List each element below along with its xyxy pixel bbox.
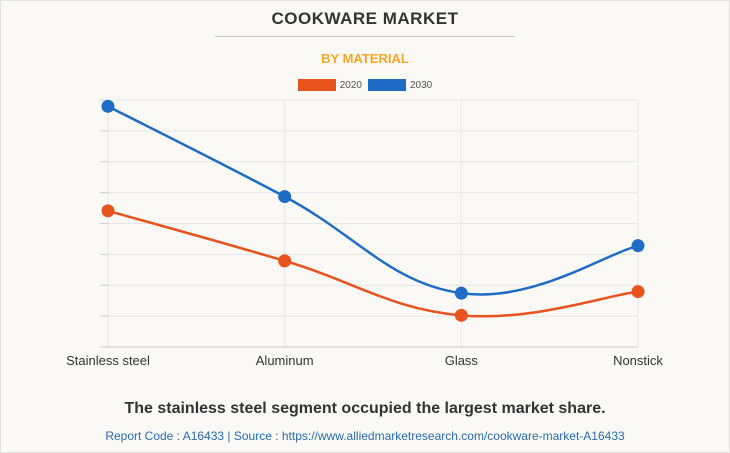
data-point-2030	[631, 239, 645, 253]
legend-swatch-2030	[368, 79, 406, 91]
legend-label-2020: 2020	[339, 79, 362, 91]
chart-caption: The stainless steel segment occupied the…	[124, 400, 606, 417]
series-line-2020	[107, 209, 639, 318]
legend-swatch-2020	[297, 79, 336, 91]
legend: 2020 2030	[0, 79, 730, 91]
source-line[interactable]: Report Code : A16433 | Source : https://…	[105, 429, 625, 443]
legend-item-2020[interactable]: 2020	[297, 79, 362, 91]
legend-item-2030[interactable]: 2030	[368, 79, 432, 91]
chart-subtitle: BY MATERIAL	[321, 51, 409, 66]
x-tick-label: Stainless steel	[66, 353, 150, 368]
data-point-2030	[454, 286, 468, 300]
data-point-2030	[101, 99, 115, 113]
data-point-2020	[631, 285, 645, 299]
data-point-2020	[101, 204, 115, 218]
series-line-2030	[107, 105, 639, 296]
data-point-2020	[454, 308, 468, 322]
data-point-2030	[278, 190, 292, 204]
x-tick-label: Nonstick	[613, 353, 663, 368]
title-divider	[215, 36, 515, 37]
x-tick-label: Glass	[445, 353, 479, 368]
legend-label-2030: 2030	[410, 79, 433, 91]
x-tick-label: Aluminum	[256, 353, 314, 368]
chart-title: COOKWARE MARKET	[271, 9, 459, 28]
data-point-2020	[278, 254, 292, 268]
